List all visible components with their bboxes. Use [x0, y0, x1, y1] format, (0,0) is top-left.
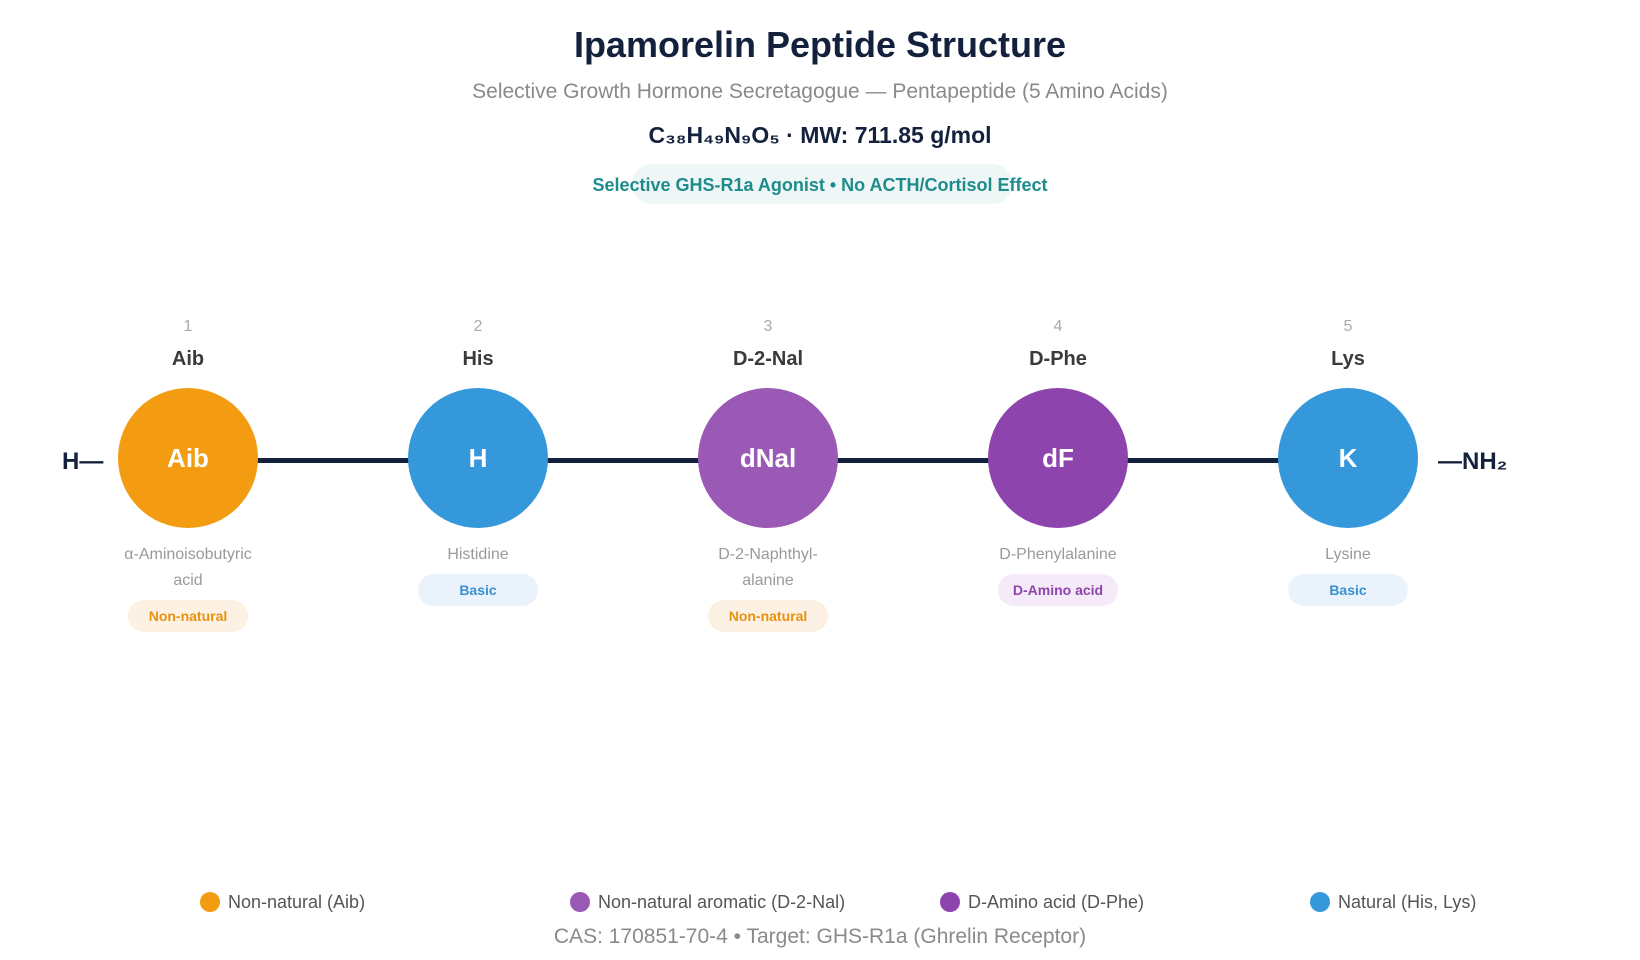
- legend-label: Natural (His, Lys): [1338, 891, 1477, 912]
- residue-class-tag: Non-natural: [128, 600, 248, 632]
- legend-swatch: [1310, 892, 1330, 912]
- residue-position: 1: [183, 318, 193, 335]
- residue-abbreviation: Aib: [171, 348, 205, 370]
- legend-item-d-amino-acid: D-Amino acid (D-Phe): [940, 890, 1144, 914]
- legend-item-non-natural-aromatic: Non-natural aromatic (D-2-Nal): [570, 890, 845, 914]
- residue-circle: dF: [988, 388, 1128, 528]
- residue-class-tag: Non-natural: [708, 600, 828, 632]
- residue-position: 5: [1343, 318, 1353, 335]
- molecular-formula: C₃₈H₄₉N₉O₅ · MW: 711.85 g/mol: [648, 122, 992, 148]
- residue-circle: H: [408, 388, 548, 528]
- residue-class-tag: D-Amino acid: [998, 574, 1118, 606]
- residue-full-name: D-2-Naphthyl-alanine: [718, 546, 818, 589]
- residue-d-phe: 4 D-Phe dF D-Phenylalanine D-Amino acid: [938, 316, 1178, 606]
- residue-circle: K: [1278, 388, 1418, 528]
- residue-full-name: Lysine: [1325, 546, 1371, 563]
- residue-abbreviation: His: [462, 348, 494, 370]
- residue-full-name: Histidine: [447, 546, 509, 563]
- footer-cas-target: CAS: 170851-70-4 • Target: GHS-R1a (Ghre…: [553, 925, 1087, 948]
- residue-abbreviation: Lys: [1331, 348, 1365, 370]
- residue-aib: 1 Aib Aib α-Aminoisobutyric acid Non-nat…: [68, 316, 308, 632]
- residue-abbreviation: D-2-Nal: [732, 348, 803, 370]
- legend-label: D-Amino acid (D-Phe): [968, 891, 1145, 912]
- residue-full-name: D-Phenylalanine: [999, 546, 1117, 563]
- legend-label: Non-natural (Aib): [228, 891, 366, 912]
- residue-position: 2: [473, 318, 483, 335]
- legend-swatch: [570, 892, 590, 912]
- page-title: Ipamorelin Peptide Structure: [573, 24, 1067, 65]
- residue-circle: dNal: [698, 388, 838, 528]
- residue-position: 3: [763, 318, 773, 335]
- legend-swatch: [200, 892, 220, 912]
- residue-d-2-nal: 3 D-2-Nal dNal D-2-Naphthyl-alanine Non-…: [648, 316, 888, 632]
- residue-abbreviation: D-Phe: [1029, 348, 1087, 370]
- residue-circle: Aib: [118, 388, 258, 528]
- residue-class-tag: Basic: [1288, 574, 1408, 606]
- residue-class-tag: Basic: [418, 574, 538, 606]
- legend-item-natural: Natural (His, Lys): [1310, 890, 1476, 914]
- legend-swatch: [940, 892, 960, 912]
- residue-position: 4: [1053, 318, 1063, 335]
- legend-item-non-natural: Non-natural (Aib): [200, 890, 365, 914]
- legend-label: Non-natural aromatic (D-2-Nal): [598, 891, 846, 912]
- selectivity-badge: Selective GHS-R1a Agonist • No ACTH/Cort…: [592, 175, 1048, 195]
- page-subtitle: Selective Growth Hormone Secretagogue — …: [472, 80, 1168, 103]
- n-terminus-label: H—: [62, 448, 104, 475]
- c-terminus-label: —NH₂: [1438, 448, 1508, 475]
- residue-full-name: α-Aminoisobutyric acid: [124, 546, 252, 589]
- selectivity-badge-background: [632, 164, 1012, 204]
- residue-his: 2 His H Histidine Basic: [358, 316, 598, 606]
- residue-lys: 5 Lys K Lysine Basic: [1228, 316, 1468, 606]
